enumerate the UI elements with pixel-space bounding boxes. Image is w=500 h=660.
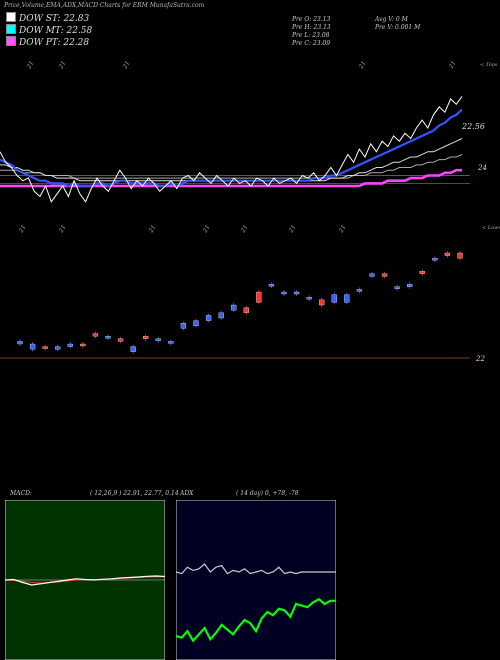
series-close xyxy=(0,96,463,203)
candle-body xyxy=(407,284,413,287)
x-tick-label: 21 xyxy=(147,224,157,235)
macd-chart xyxy=(5,500,165,660)
info-avg-volume: Avg V: 0 M xyxy=(375,16,408,23)
candle-body xyxy=(55,346,61,350)
adx-params: ( 14 day) 0, +78, -78 xyxy=(236,490,299,497)
candle-body xyxy=(67,343,73,347)
label-level-22: 22 xyxy=(475,355,485,363)
candle-body xyxy=(105,336,111,339)
series-ema-mid xyxy=(0,138,463,182)
candle-body xyxy=(92,333,99,337)
candle-body xyxy=(29,343,36,350)
candle-body xyxy=(268,284,275,287)
candle-body xyxy=(281,291,287,295)
x-tick-label: 21 xyxy=(57,224,67,235)
price-ema-panel: 21 21 21 21 21 < Tops 22.56 24 xyxy=(0,60,498,203)
candle-body xyxy=(331,294,337,303)
x-tick-label: 21 xyxy=(337,224,347,235)
candle-body xyxy=(381,273,388,277)
candle-body xyxy=(180,323,187,329)
candle-body xyxy=(130,346,136,352)
candle-body xyxy=(243,307,249,313)
adx-plus-di-line xyxy=(176,597,336,643)
info-prev-volume: Pre V: 0.001 M xyxy=(375,24,421,31)
candle-body xyxy=(306,297,312,300)
x-tick-label: 21 xyxy=(357,60,367,71)
adx-chart xyxy=(176,500,336,660)
legend-label-mt: DOW MT: 22.58 xyxy=(19,26,93,36)
candle-body xyxy=(356,289,363,292)
chart-title: Price,Volume,EMA,ADX,MACD Charts for ERM… xyxy=(4,2,205,9)
x-tick-label: 21 xyxy=(17,224,27,235)
candle-body xyxy=(319,299,325,306)
info-prev-low: Pre L: 23.08 xyxy=(292,32,330,39)
candle-body xyxy=(80,343,86,347)
macd-params: ( 12,26,9 ) 22.91, 22.77, 0.14 xyxy=(90,490,179,497)
series-ema-long xyxy=(0,168,462,188)
legend: DOW ST: 22.83 DOW MT: 22.58 DOW PT: 22.2… xyxy=(6,12,92,48)
adx-minus-di-line xyxy=(176,563,336,575)
candle-body xyxy=(42,346,48,349)
x-tick-label: 21 xyxy=(201,224,211,235)
info-prev-high: Pre H: 23.13 xyxy=(292,24,331,31)
candle-body xyxy=(457,252,463,259)
candle-body xyxy=(168,341,174,344)
candle-body xyxy=(419,271,425,274)
info-prev-close: Pre C: 23.09 xyxy=(292,40,331,47)
candle-body xyxy=(444,252,451,256)
candle-body xyxy=(218,312,224,319)
legend-label-st: DOW ST: 22.83 xyxy=(19,14,90,24)
adx-title: ADX xyxy=(180,490,194,497)
adx-background xyxy=(176,500,336,660)
candle-body xyxy=(143,336,149,339)
candle-body xyxy=(193,320,199,326)
legend-item-dow-mt: DOW MT: 22.58 xyxy=(6,24,92,36)
label-level-a: 22.56 xyxy=(461,122,485,131)
legend-swatch-mt xyxy=(6,24,16,34)
legend-swatch-st xyxy=(6,12,16,22)
candle-body xyxy=(256,291,262,303)
label-tops: < Tops xyxy=(480,62,498,68)
x-tick-label: 21 xyxy=(239,224,249,235)
candle-body xyxy=(432,258,438,261)
x-tick-label: 21 xyxy=(25,60,35,71)
x-tick-label: 21 xyxy=(287,224,297,235)
legend-item-dow-pt: DOW PT: 22.28 xyxy=(6,36,92,48)
series-ema-slow xyxy=(0,153,463,179)
macd-title: MACD: xyxy=(10,490,32,497)
x-tick-label: 21 xyxy=(57,60,67,71)
candle-body xyxy=(117,338,124,342)
candles-panel: 21 21 21 21 21 21 21 < Lows 22 xyxy=(0,224,500,363)
label-level-b: 24 xyxy=(477,164,487,172)
label-lows: < Lows xyxy=(482,225,500,231)
candle-body xyxy=(369,273,375,277)
macd-line xyxy=(5,575,165,586)
series-ema-fast xyxy=(0,108,463,188)
candle-body xyxy=(231,304,237,311)
info-prev-open: Pre O: 23.13 xyxy=(292,16,331,23)
legend-swatch-pt xyxy=(6,36,16,46)
legend-item-dow-st: DOW ST: 22.83 xyxy=(6,12,92,24)
x-tick-label: 21 xyxy=(447,60,457,71)
candle-body xyxy=(205,315,212,321)
legend-label-pt: DOW PT: 22.28 xyxy=(19,38,90,48)
candle-body xyxy=(17,341,23,345)
candle-body xyxy=(394,286,400,289)
candle-body xyxy=(155,338,161,341)
candle-body xyxy=(293,291,300,295)
x-tick-label: 21 xyxy=(121,60,131,71)
candle-body xyxy=(344,294,350,303)
